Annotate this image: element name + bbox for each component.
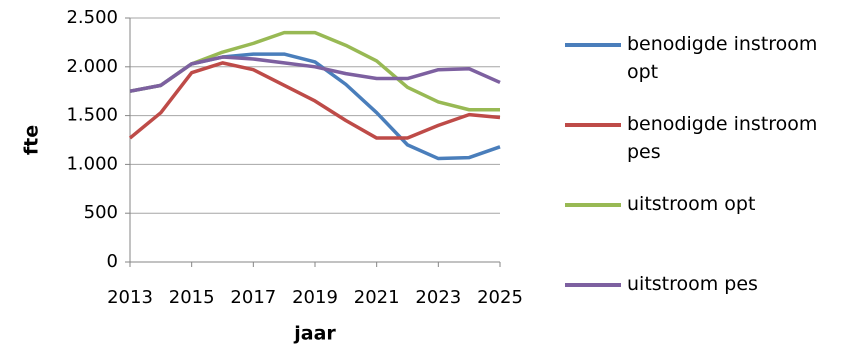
x-tick-label: 2015	[169, 287, 215, 308]
x-tick-label: 2019	[292, 287, 338, 308]
legend-entry: uitstroom pes	[565, 270, 855, 350]
y-axis-label: fte	[21, 125, 43, 155]
legend-entry: benodigde instroom pes	[565, 110, 855, 190]
line-series	[129, 55, 501, 93]
x-tick-label: 2025	[477, 287, 523, 308]
x-tick-label: 2013	[107, 287, 153, 308]
legend-swatch	[565, 203, 621, 207]
legend-label: benodigde instroom pes	[627, 113, 818, 163]
x-axis-label: jaar	[293, 323, 336, 345]
legend-swatch	[565, 43, 621, 47]
y-tick-label: 1.500	[66, 105, 118, 126]
y-tick-label: 2.500	[66, 7, 118, 28]
x-tick-label: 2017	[230, 287, 276, 308]
y-tick-label: 2.000	[66, 56, 118, 77]
y-tick-label: 500	[84, 202, 118, 223]
legend-entry: benodigde instroom opt	[565, 30, 855, 110]
x-tick-label: 2023	[415, 287, 461, 308]
legend-swatch	[565, 123, 621, 127]
legend-label: uitstroom pes	[627, 273, 758, 295]
line-series	[128, 61, 501, 140]
legend-label: uitstroom opt	[627, 193, 756, 215]
legend: benodigde instroom opt benodigde instroom…	[565, 30, 855, 350]
x-tick-label: 2021	[354, 287, 400, 308]
legend-swatch	[565, 283, 621, 287]
legend-label: benodigde instroom opt	[627, 33, 818, 83]
legend-entry: uitstroom opt	[565, 190, 855, 270]
y-tick-label: 1.000	[66, 153, 118, 174]
y-tick-label: 0	[107, 251, 118, 272]
